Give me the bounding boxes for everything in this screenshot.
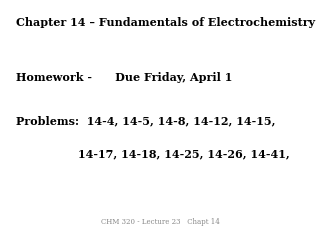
Text: 14-17, 14-18, 14-25, 14-26, 14-41,: 14-17, 14-18, 14-25, 14-26, 14-41, (16, 149, 290, 160)
Text: Homework -      Due Friday, April 1: Homework - Due Friday, April 1 (16, 72, 232, 83)
Text: CHM 320 - Lecture 23   Chapt 14: CHM 320 - Lecture 23 Chapt 14 (100, 218, 220, 226)
Text: Problems:  14-4, 14-5, 14-8, 14-12, 14-15,: Problems: 14-4, 14-5, 14-8, 14-12, 14-15… (16, 115, 276, 126)
Text: Chapter 14 – Fundamentals of Electrochemistry: Chapter 14 – Fundamentals of Electrochem… (16, 17, 315, 28)
